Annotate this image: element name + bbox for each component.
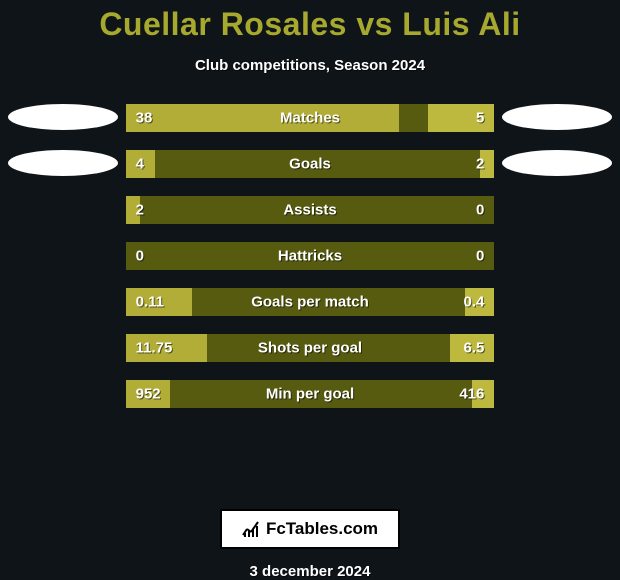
stat-right-value: 0 xyxy=(476,248,484,265)
right-team-badges xyxy=(502,104,612,176)
brand-text: FcTables.com xyxy=(266,519,378,539)
stat-label: Assists xyxy=(283,202,336,219)
stat-right-value: 5 xyxy=(476,110,484,127)
page-title: Cuellar Rosales vs Luis Ali xyxy=(99,6,520,43)
stat-left-value: 38 xyxy=(136,110,153,127)
stat-bars: 38 5 Matches 4 2 Goals 2 0 Assists 0 0 Hattricks 0.1… xyxy=(126,104,495,408)
footer-date: 3 december 2024 xyxy=(250,563,371,580)
stat-left-value: 0.11 xyxy=(136,294,164,311)
stat-left-value: 11.75 xyxy=(136,340,173,357)
brand-badge[interactable]: FcTables.com xyxy=(220,509,400,549)
team-ellipse xyxy=(8,150,118,176)
footer: FcTables.com 3 december 2024 xyxy=(220,509,400,580)
stat-left-value: 2 xyxy=(136,202,144,219)
stat-label: Hattricks xyxy=(278,248,342,265)
stat-bar: 952 416 Min per goal xyxy=(126,380,495,408)
stat-bar-right-fill xyxy=(428,104,494,132)
stat-right-value: 6.5 xyxy=(464,340,485,357)
stat-label: Min per goal xyxy=(266,386,354,403)
stat-label: Goals per match xyxy=(251,294,369,311)
stat-right-value: 416 xyxy=(459,386,484,403)
stat-right-value: 2 xyxy=(476,156,484,173)
chart-icon xyxy=(242,520,260,538)
team-ellipse xyxy=(8,104,118,130)
stat-bar: 38 5 Matches xyxy=(126,104,495,132)
page-subtitle: Club competitions, Season 2024 xyxy=(195,57,425,74)
stat-bar: 4 2 Goals xyxy=(126,150,495,178)
stat-label: Goals xyxy=(289,156,331,173)
stat-label: Matches xyxy=(280,110,340,127)
stat-left-value: 952 xyxy=(136,386,161,403)
team-ellipse xyxy=(502,150,612,176)
stat-left-value: 0 xyxy=(136,248,144,265)
team-ellipse xyxy=(502,104,612,130)
stat-bar-left-fill xyxy=(126,104,399,132)
stat-bar: 0.11 0.4 Goals per match xyxy=(126,288,495,316)
stat-right-value: 0 xyxy=(476,202,484,219)
comparison-panel: 38 5 Matches 4 2 Goals 2 0 Assists 0 0 Hattricks 0.1… xyxy=(0,104,620,505)
stat-bar: 2 0 Assists xyxy=(126,196,495,224)
stat-bar: 11.75 6.5 Shots per goal xyxy=(126,334,495,362)
stat-bar: 0 0 Hattricks xyxy=(126,242,495,270)
stat-label: Shots per goal xyxy=(258,340,362,357)
stat-right-value: 0.4 xyxy=(464,294,485,311)
stat-left-value: 4 xyxy=(136,156,144,173)
left-team-badges xyxy=(8,104,118,176)
